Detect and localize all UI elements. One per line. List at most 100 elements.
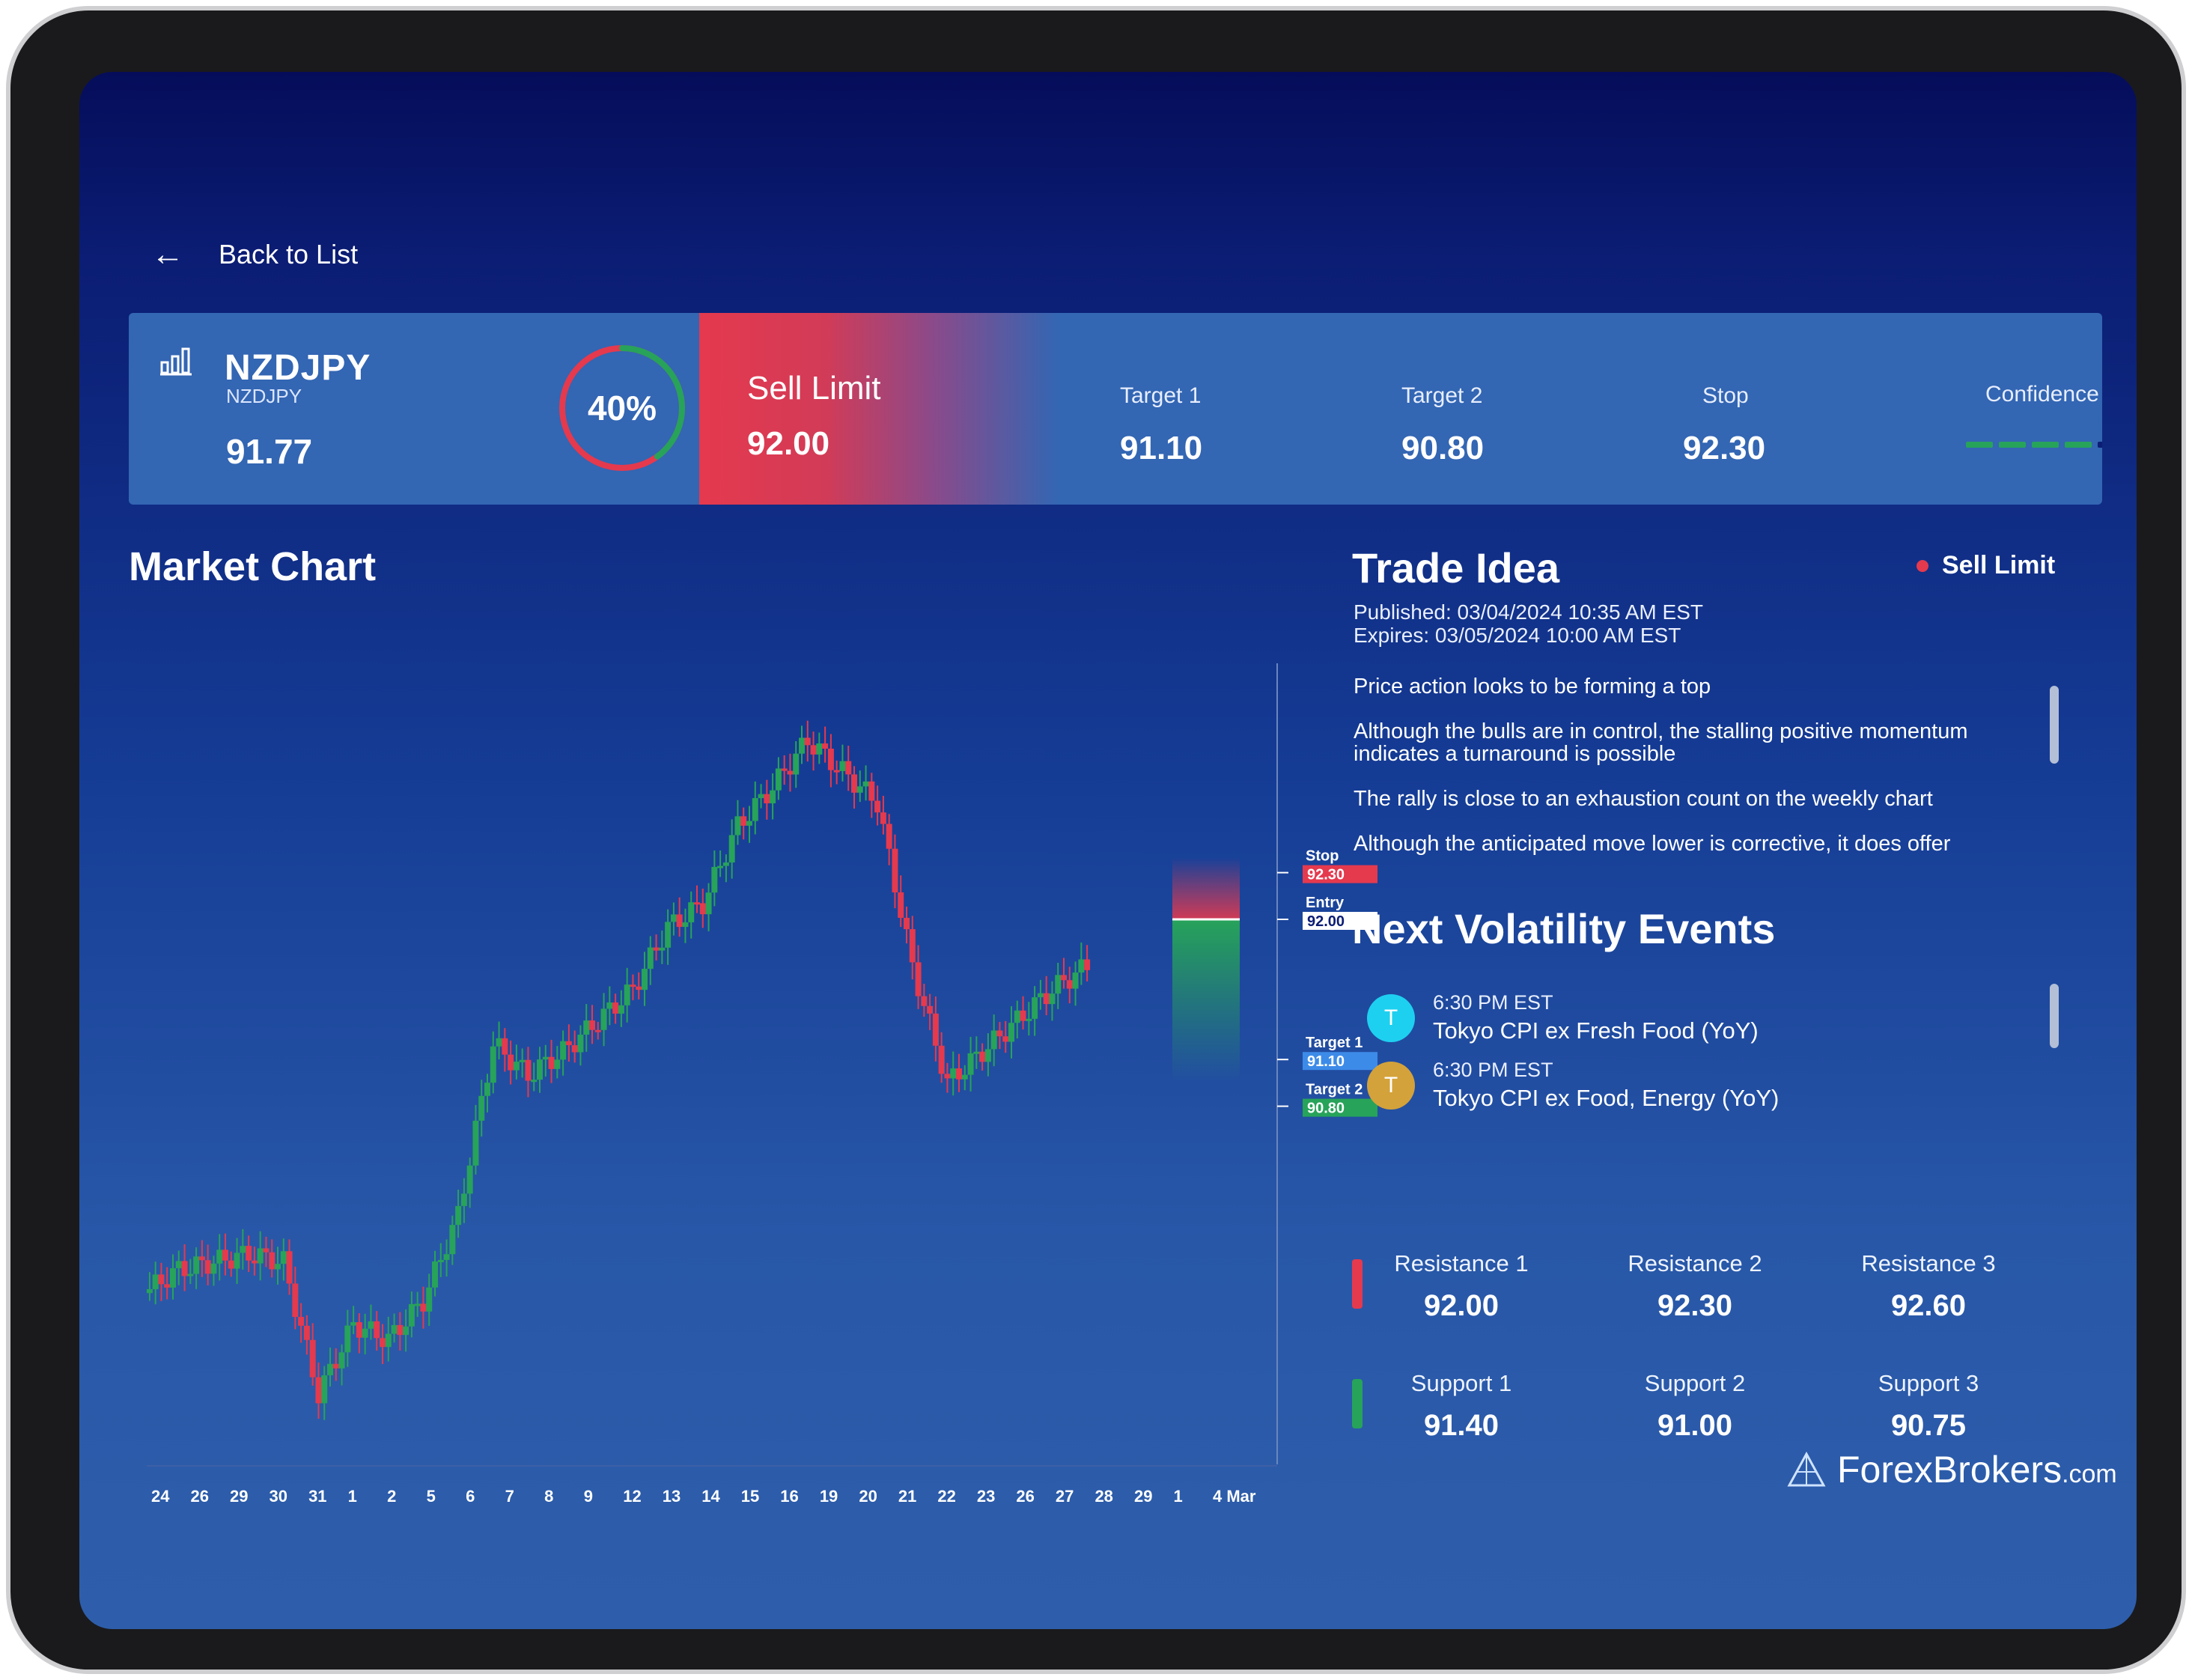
candle-up bbox=[618, 1005, 624, 1014]
back-to-list-link[interactable]: ← Back to List bbox=[151, 238, 358, 271]
candle-up bbox=[257, 1248, 264, 1264]
candle-up bbox=[513, 1062, 520, 1071]
candle-down bbox=[764, 794, 770, 804]
candle-up bbox=[490, 1046, 496, 1083]
candle-down bbox=[309, 1339, 316, 1378]
candle-down bbox=[303, 1325, 310, 1340]
candle-up bbox=[734, 816, 741, 836]
x-tick-label: 16 bbox=[780, 1487, 798, 1506]
level-value: 91.00 bbox=[1657, 1409, 1733, 1442]
event-name: Tokyo CPI ex Food, Energy (YoY) bbox=[1433, 1085, 1780, 1111]
order-type-label: Sell Limit bbox=[747, 370, 881, 407]
resistance-level: Resistance 1 92.00 bbox=[1371, 1250, 1551, 1323]
candle-up bbox=[187, 1273, 194, 1276]
x-tick-label: 4 Mar bbox=[1213, 1487, 1256, 1506]
confidence-bar bbox=[1966, 442, 2102, 448]
candle-up bbox=[577, 1035, 584, 1053]
candle-up bbox=[193, 1256, 200, 1274]
symbol-subtitle: NZDJPY bbox=[226, 385, 302, 407]
event-avatar-icon: T bbox=[1367, 993, 1415, 1042]
confidence-bar-segment bbox=[1966, 442, 1993, 448]
candle-down bbox=[589, 1020, 595, 1030]
candle-down bbox=[956, 1068, 962, 1080]
confidence-bar-segment bbox=[2032, 442, 2059, 448]
level-value: 91.40 bbox=[1423, 1409, 1500, 1442]
candle-up bbox=[537, 1059, 543, 1080]
market-chart-title: Market Chart bbox=[129, 544, 377, 589]
candle-up bbox=[234, 1253, 240, 1269]
candle-up bbox=[275, 1264, 281, 1270]
candle-up bbox=[705, 892, 712, 915]
level-value: 92.00 bbox=[1423, 1289, 1500, 1322]
candle-up bbox=[1032, 997, 1038, 1019]
back-to-list-label: Back to List bbox=[219, 239, 359, 270]
market-chart: Stop 92.30 Entry 92.00 Target 1 91.10 Target 2… bbox=[146, 663, 1377, 1506]
candle-down bbox=[904, 917, 910, 930]
events-scrollbar[interactable] bbox=[2050, 984, 2059, 1048]
candle-up bbox=[426, 1287, 433, 1312]
candle-down bbox=[886, 824, 892, 849]
candle-down bbox=[181, 1261, 188, 1276]
candle-up bbox=[670, 914, 677, 922]
candle-down bbox=[921, 996, 928, 1006]
candle-up bbox=[990, 1030, 997, 1050]
x-tick-label: 8 bbox=[544, 1487, 553, 1506]
candle-down bbox=[298, 1317, 305, 1326]
confidence-label: Confidence bbox=[1985, 382, 2099, 407]
support-level: Support 2 91.00 bbox=[1605, 1370, 1785, 1443]
candle-down bbox=[164, 1284, 171, 1288]
trade-idea-point: Price action looks to be forming a top bbox=[1354, 675, 1711, 699]
trade-idea-scrollbar[interactable] bbox=[2050, 686, 2059, 764]
resistance-level: Resistance 3 92.60 bbox=[1839, 1250, 2018, 1323]
candle-up bbox=[449, 1225, 456, 1255]
level-label: Support 1 bbox=[1410, 1370, 1512, 1396]
candle-down bbox=[1061, 975, 1067, 981]
arrow-left-icon: ← bbox=[151, 236, 184, 273]
candle-down bbox=[898, 892, 904, 918]
symbol-title: NZDJPY bbox=[225, 348, 371, 388]
order-type-panel: Sell Limit 92.00 bbox=[699, 313, 1059, 505]
candle-down bbox=[915, 962, 922, 996]
volatility-event[interactable]: T 6:30 PM EST Tokyo CPI ex Fresh Food (Y… bbox=[1367, 991, 1759, 1044]
x-tick-label: 26 bbox=[1016, 1487, 1034, 1506]
candle-up bbox=[368, 1321, 374, 1329]
candle-up bbox=[1014, 1010, 1020, 1023]
level-label: Resistance 1 bbox=[1394, 1250, 1529, 1276]
confidence-bar-segment bbox=[1999, 442, 2026, 448]
support-marker bbox=[1352, 1379, 1363, 1428]
confidence-bar-segment bbox=[2065, 442, 2092, 448]
candle-down bbox=[699, 903, 706, 915]
candle-up bbox=[606, 1002, 613, 1009]
x-tick-label: 13 bbox=[663, 1487, 681, 1506]
candle-up bbox=[531, 1080, 538, 1083]
candle-up bbox=[961, 1074, 968, 1080]
support-level: Support 1 91.40 bbox=[1371, 1370, 1551, 1443]
candle-down bbox=[909, 929, 916, 963]
candle-up bbox=[152, 1274, 159, 1289]
candle-down bbox=[868, 781, 875, 801]
candle-down bbox=[525, 1059, 532, 1081]
candle-down bbox=[502, 1038, 508, 1055]
candle-down bbox=[263, 1248, 270, 1253]
candle-up bbox=[984, 1049, 991, 1062]
candle-down bbox=[292, 1283, 299, 1318]
candle-up bbox=[717, 865, 724, 868]
candle-up bbox=[414, 1303, 421, 1306]
candle-down bbox=[781, 768, 788, 771]
volatility-event[interactable]: T 6:30 PM EST Tokyo CPI ex Food, Energy … bbox=[1367, 1059, 1779, 1112]
candle-up bbox=[432, 1261, 438, 1288]
candle-up bbox=[793, 753, 800, 775]
candle-up bbox=[466, 1165, 473, 1194]
candle-up bbox=[210, 1263, 217, 1274]
candle-up bbox=[437, 1259, 444, 1262]
candle-up bbox=[642, 969, 648, 990]
x-tick-label: 29 bbox=[1134, 1487, 1152, 1506]
candle-down bbox=[938, 1045, 945, 1074]
candle-up bbox=[1037, 993, 1044, 998]
candle-up bbox=[455, 1205, 462, 1226]
trade-idea-title: Trade Idea bbox=[1352, 544, 1560, 591]
candle-up bbox=[362, 1328, 368, 1338]
trade-idea-point: Although the anticipated move lower is c… bbox=[1354, 832, 1951, 856]
level-value: 90.75 bbox=[1890, 1409, 1967, 1442]
candle-up bbox=[408, 1303, 415, 1327]
